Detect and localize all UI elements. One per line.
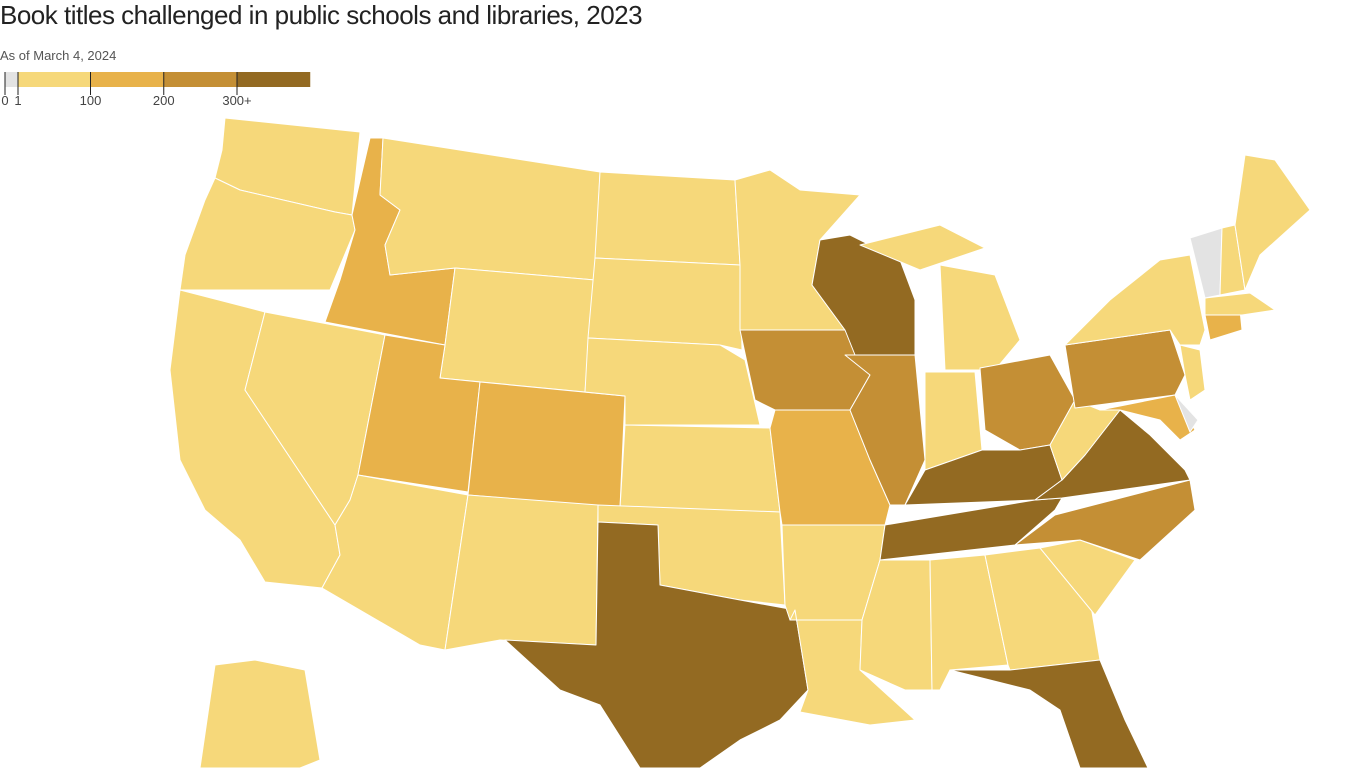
legend-swatch [163, 72, 237, 87]
state [439, 267, 596, 393]
chart-title: Book titles challenged in public schools… [0, 0, 643, 30]
state [467, 381, 626, 509]
state [587, 257, 743, 351]
state [199, 659, 321, 768]
state [1174, 394, 1199, 433]
state [1234, 154, 1311, 291]
state [619, 424, 781, 513]
state [859, 224, 986, 271]
state [844, 354, 926, 506]
legend-tick-label: 300+ [222, 93, 251, 108]
state [949, 659, 1149, 768]
chart-subtitle: As of March 4, 2024 [0, 48, 117, 63]
state [1204, 292, 1276, 316]
state [811, 234, 916, 356]
legend-tick-label: 100 [80, 93, 102, 108]
state [379, 137, 601, 281]
legend-swatch [18, 72, 91, 87]
legend: 0 1 100 200 300+ [1, 72, 311, 108]
legend-tick-label: 1 [14, 93, 21, 108]
state [1039, 539, 1136, 616]
state [504, 521, 809, 768]
state [939, 264, 1021, 371]
state [1014, 479, 1196, 561]
state [444, 494, 599, 651]
legend-tick-label: 200 [153, 93, 175, 108]
state [179, 177, 356, 291]
states [169, 117, 1311, 768]
legend-swatch [5, 72, 18, 87]
state [1179, 344, 1206, 401]
legend-swatch [90, 72, 164, 87]
state [594, 171, 741, 266]
legend-tick-label: 0 [1, 93, 8, 108]
state [1064, 254, 1206, 346]
legend-swatch [237, 72, 311, 87]
state [584, 337, 761, 426]
